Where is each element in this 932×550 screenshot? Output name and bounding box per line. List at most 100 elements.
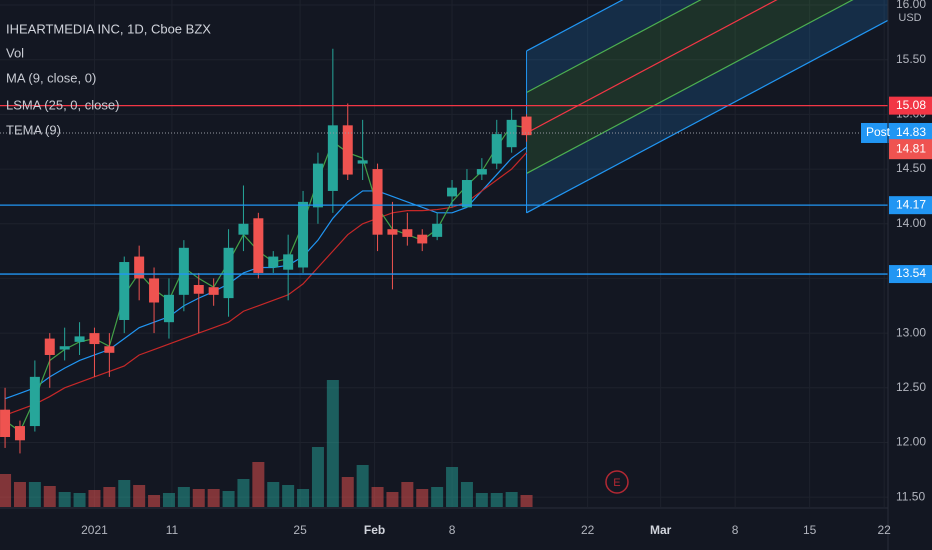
volume-bar <box>222 491 235 507</box>
candle-body <box>89 333 100 345</box>
volume-bar <box>416 489 429 507</box>
price-lines <box>0 104 888 275</box>
candle-body <box>357 160 368 164</box>
volume-pane <box>0 380 533 507</box>
candle-body <box>238 223 249 235</box>
channel-line <box>526 0 702 94</box>
candle-body <box>104 346 115 353</box>
candle-body <box>432 223 443 237</box>
x-tick-label: 15 <box>803 523 817 537</box>
x-tick-label: 2021 <box>81 523 108 537</box>
channel-line <box>526 19 889 214</box>
volume-bar <box>13 482 26 507</box>
volume-bar <box>460 482 473 507</box>
y-tick-label: 15.50 <box>896 52 926 66</box>
y-tick-label: 16.00 <box>896 0 926 11</box>
volume-bar <box>297 489 310 507</box>
candle-body <box>387 229 398 235</box>
volume-bar <box>103 487 116 507</box>
candle-body <box>447 187 458 197</box>
earnings-marker <box>605 470 629 494</box>
x-tick-label: 8 <box>449 523 456 537</box>
legend-item: MA (9, close, 0) <box>6 70 96 85</box>
last-price-bg <box>889 139 932 160</box>
volume-bar <box>311 447 324 507</box>
post-label-bg <box>861 122 932 143</box>
candle-body <box>44 338 55 355</box>
legend: IHEARTMEDIA INC, 1D, Cboe BZX Vol MA (9,… <box>6 21 211 137</box>
volume-bar <box>148 495 161 507</box>
volume-bar <box>356 465 369 507</box>
x-tick-label: 22 <box>877 523 891 537</box>
chart-title: IHEARTMEDIA INC, 1D, Cboe BZX <box>6 21 211 36</box>
volume-bar <box>43 486 56 507</box>
volume-bar <box>475 493 488 507</box>
y-tick-label: 14.00 <box>896 216 926 230</box>
candle-body <box>506 119 517 148</box>
channel-line <box>526 0 624 52</box>
volume-bar <box>133 485 146 507</box>
volume-bar <box>386 492 399 507</box>
y-tick-label: 12.50 <box>896 380 926 394</box>
currency: USD <box>898 12 921 24</box>
x-tick-label: 22 <box>581 523 595 537</box>
candle-body <box>178 247 189 295</box>
candle-body <box>298 201 309 268</box>
candle-body <box>223 247 234 299</box>
candle-body <box>521 116 532 136</box>
volume-bar <box>162 493 175 507</box>
last-price: 14.81 <box>896 141 926 155</box>
candle-body <box>119 262 130 320</box>
volume-bar <box>192 489 205 507</box>
candle-body <box>491 134 502 164</box>
indicator-line <box>4 152 527 416</box>
candle-body <box>74 336 85 342</box>
candle-body <box>372 169 383 235</box>
price-label-bg <box>889 96 932 115</box>
candle-body <box>253 218 264 273</box>
candle-body <box>283 254 294 270</box>
volume-bar <box>207 489 220 507</box>
post-label: Post <box>866 125 891 139</box>
candles <box>0 48 532 454</box>
volume-bar <box>490 493 503 507</box>
volume-bar <box>446 467 459 507</box>
volume-bar <box>341 477 354 507</box>
x-tick-label: 25 <box>293 523 307 537</box>
legend-item: Vol <box>6 45 24 60</box>
volume-bar <box>0 474 12 507</box>
y-tick-label: 14.50 <box>896 161 926 175</box>
volume-bar <box>371 487 384 507</box>
channel-band <box>526 0 888 213</box>
post-price: 14.83 <box>896 125 926 139</box>
volume-bar <box>520 495 533 507</box>
x-tick-label: Feb <box>364 523 385 537</box>
volume-bar <box>73 493 86 507</box>
candle-body <box>59 346 70 350</box>
volume-bar <box>505 492 518 507</box>
x-tick-label: 8 <box>732 523 739 537</box>
candle-body <box>193 284 204 294</box>
volume-bar <box>118 480 131 507</box>
legend-item: LSMA (25, 0, close) <box>6 97 119 112</box>
candle-body <box>0 409 11 438</box>
candle-body <box>417 234 428 244</box>
earnings-label: E <box>613 477 620 489</box>
candle-body <box>312 163 323 208</box>
price-label: 14.17 <box>896 197 926 211</box>
volume-bar <box>28 482 41 507</box>
x-tick-label: 11 <box>166 523 179 537</box>
x-tick-label: Mar <box>650 523 672 537</box>
candle-body <box>29 376 40 427</box>
y-tick-label: 11.50 <box>896 489 925 503</box>
price-label: 15.08 <box>896 98 926 112</box>
regression-channel <box>526 0 889 214</box>
candle-body <box>327 125 338 191</box>
volume-bar <box>237 479 250 507</box>
candle-body <box>163 294 174 323</box>
y-tick-label: 12.00 <box>896 435 926 449</box>
volume-bar <box>252 462 265 507</box>
volume-bar <box>267 482 280 507</box>
grid <box>0 0 888 507</box>
